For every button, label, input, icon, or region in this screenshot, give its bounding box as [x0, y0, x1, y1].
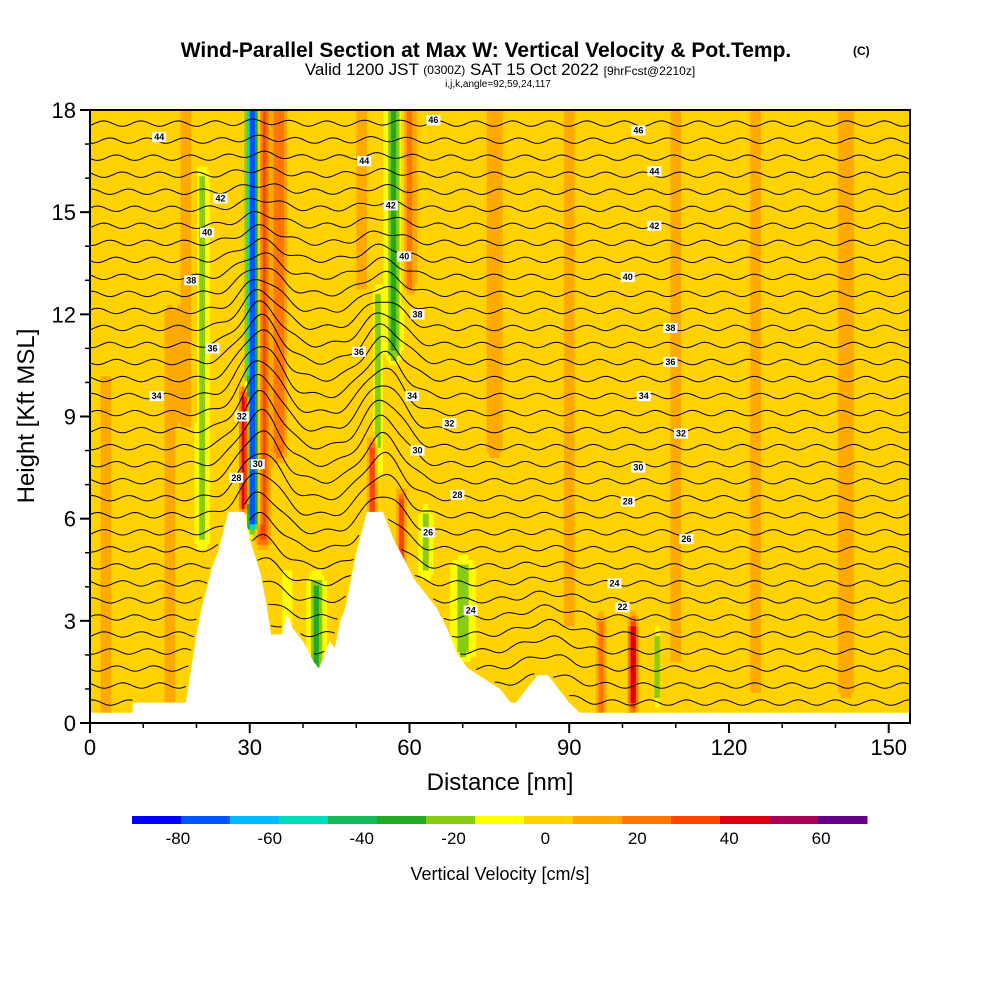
- copyright-mark: (C): [853, 44, 870, 58]
- chart-title: Wind-Parallel Section at Max W: Vertical…: [181, 39, 792, 62]
- plot-area: 4442403836343230284644424038363432302826…: [90, 103, 911, 725]
- chart-grid-indices: i,j,k,angle=92,59,24,117: [445, 79, 551, 90]
- chart-subtitle: Valid 1200 JST (0300Z) SAT 15 Oct 2022 […: [305, 59, 695, 79]
- cross-section-figure: Wind-Parallel Section at Max W: Vertical…: [0, 0, 1000, 1000]
